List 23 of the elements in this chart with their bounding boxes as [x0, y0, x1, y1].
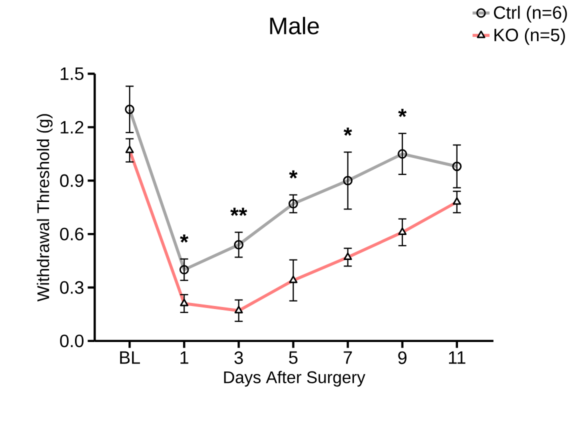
x-tick-label: 7: [344, 352, 352, 364]
x-tick-label: 9: [398, 352, 406, 364]
x-tick-label: BL: [120, 352, 140, 364]
y-axis-title: Withdrawal Threshold (g): [36, 114, 53, 302]
annotation: *: [398, 109, 407, 118]
y-tick-label: 1.2: [60, 121, 84, 134]
x-tick-label: 11: [448, 352, 466, 364]
annotation: *: [289, 170, 298, 179]
x-tick-label: 3: [234, 352, 243, 364]
y-tick-label: 0.6: [60, 228, 84, 241]
legend-label: KO (n=5): [494, 28, 565, 46]
y-tick-label: 0.9: [60, 174, 84, 188]
x-axis-title: Days After Surgery: [224, 371, 366, 387]
y-tick-label: 1.5: [60, 68, 84, 80]
x-tick-label: 5: [289, 352, 298, 364]
annotation: *: [180, 234, 188, 243]
chart-title: Male: [270, 17, 319, 35]
annotation: **: [230, 208, 248, 216]
legend-label: Ctrl (n=6): [494, 6, 567, 23]
y-tick-label: 0.0: [60, 334, 84, 348]
annotation: *: [344, 128, 352, 136]
y-tick-label: 0.3: [60, 281, 84, 294]
x-tick-label: 1: [180, 352, 188, 364]
